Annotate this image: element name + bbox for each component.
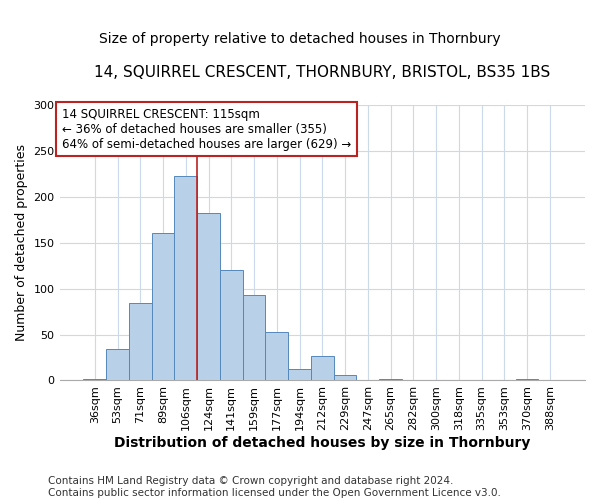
Bar	[311, 356, 334, 380]
Bar	[379, 378, 402, 380]
Bar	[288, 368, 311, 380]
Bar	[334, 375, 356, 380]
Bar	[152, 234, 175, 380]
Text: Size of property relative to detached houses in Thornbury: Size of property relative to detached ho…	[99, 32, 501, 46]
Bar	[220, 270, 242, 380]
Title: 14, SQUIRREL CRESCENT, THORNBURY, BRISTOL, BS35 1BS: 14, SQUIRREL CRESCENT, THORNBURY, BRISTO…	[94, 65, 550, 80]
Bar	[106, 349, 129, 380]
Bar	[265, 332, 288, 380]
X-axis label: Distribution of detached houses by size in Thornbury: Distribution of detached houses by size …	[114, 436, 530, 450]
Bar	[242, 295, 265, 380]
Bar	[197, 213, 220, 380]
Bar	[83, 378, 106, 380]
Bar	[129, 304, 152, 380]
Text: Contains HM Land Registry data © Crown copyright and database right 2024.
Contai: Contains HM Land Registry data © Crown c…	[48, 476, 501, 498]
Bar	[515, 378, 538, 380]
Y-axis label: Number of detached properties: Number of detached properties	[15, 144, 28, 341]
Text: 14 SQUIRREL CRESCENT: 115sqm
← 36% of detached houses are smaller (355)
64% of s: 14 SQUIRREL CRESCENT: 115sqm ← 36% of de…	[62, 108, 352, 150]
Bar	[175, 176, 197, 380]
